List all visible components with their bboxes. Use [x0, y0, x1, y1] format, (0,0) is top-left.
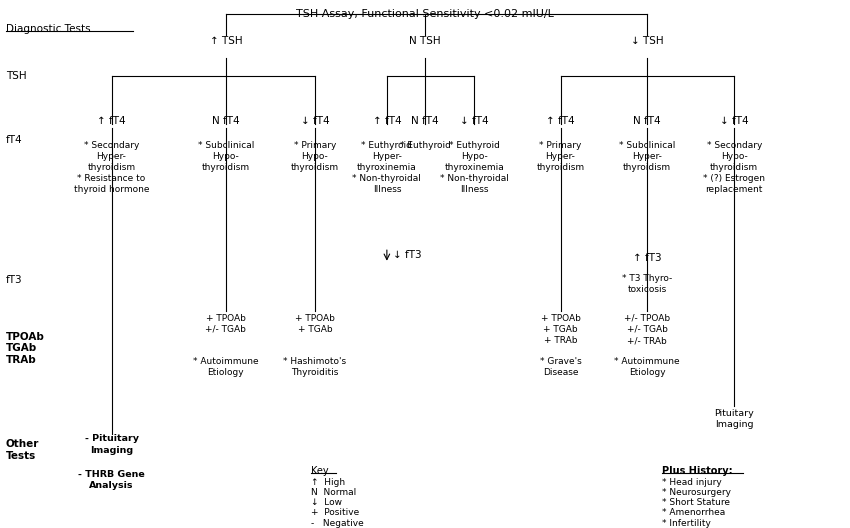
- Text: ↑ fT4: ↑ fT4: [547, 116, 575, 126]
- Text: ↓ fT4: ↓ fT4: [720, 116, 749, 126]
- Text: * Head injury: * Head injury: [662, 478, 722, 487]
- Text: * Hashimoto's
Thyroiditis: * Hashimoto's Thyroiditis: [283, 357, 347, 378]
- Text: ↑ TSH: ↑ TSH: [210, 36, 242, 46]
- Text: Diagnostic Tests: Diagnostic Tests: [6, 24, 90, 34]
- Text: * Subclinical
Hyper-
thyroidism: * Subclinical Hyper- thyroidism: [619, 140, 675, 172]
- Text: -   Negative: - Negative: [310, 518, 363, 527]
- Text: * Short Stature: * Short Stature: [662, 498, 730, 507]
- Text: * Secondary
Hyper-
thyroidism
* Resistance to
thyroid hormone: * Secondary Hyper- thyroidism * Resistan…: [74, 140, 150, 194]
- Text: Pituitary
Imaging: Pituitary Imaging: [714, 409, 754, 429]
- Text: fT4: fT4: [6, 135, 22, 145]
- Text: * Secondary
Hypo-
thyroidism
* (?) Estrogen
replacement: * Secondary Hypo- thyroidism * (?) Estro…: [703, 140, 765, 194]
- Text: * Autoimmune
Etiology: * Autoimmune Etiology: [615, 357, 680, 378]
- Text: + TPOAb
+/- TGAb: + TPOAb +/- TGAb: [206, 314, 246, 334]
- Text: Other
Tests: Other Tests: [6, 439, 39, 461]
- Text: * Infertility: * Infertility: [662, 518, 711, 527]
- Text: * Autoimmune
Etiology: * Autoimmune Etiology: [193, 357, 258, 378]
- Text: Plus History:: Plus History:: [662, 466, 733, 476]
- Text: ↑  High: ↑ High: [310, 478, 345, 487]
- Text: * Neurosurgery: * Neurosurgery: [662, 488, 731, 497]
- Text: TPOAb
TGAb
TRAb: TPOAb TGAb TRAb: [6, 332, 44, 365]
- Text: N fT4: N fT4: [633, 116, 660, 126]
- Text: * Amenorrhea: * Amenorrhea: [662, 508, 725, 517]
- Text: ↓ TSH: ↓ TSH: [631, 36, 663, 46]
- Text: ↓ fT3: ↓ fT3: [393, 250, 422, 260]
- Text: - Pituitary
Imaging

- THRB Gene
Analysis: - Pituitary Imaging - THRB Gene Analysis: [78, 434, 144, 491]
- Text: * Primary
Hypo-
thyroidism: * Primary Hypo- thyroidism: [291, 140, 339, 172]
- Text: ↓ fT4: ↓ fT4: [460, 116, 489, 126]
- Text: Key: Key: [310, 466, 328, 476]
- Text: +  Positive: + Positive: [310, 508, 359, 517]
- Text: fT3: fT3: [6, 276, 22, 286]
- Text: * Primary
Hyper-
thyroidism: * Primary Hyper- thyroidism: [536, 140, 585, 172]
- Text: ↑ fT4: ↑ fT4: [97, 116, 126, 126]
- Text: TSH Assay, Functional Sensitivity <0.02 mIU/L: TSH Assay, Functional Sensitivity <0.02 …: [296, 9, 554, 19]
- Text: * Euthyroid
Hyper-
thyroxinemia
* Non-thyroidal
Illness: * Euthyroid Hyper- thyroxinemia * Non-th…: [353, 140, 422, 194]
- Text: +/- TPOAb
+/- TGAb
+/- TRAb: +/- TPOAb +/- TGAb +/- TRAb: [624, 314, 670, 345]
- Text: N fT4: N fT4: [212, 116, 240, 126]
- Text: * T3 Thyro-
toxicosis: * T3 Thyro- toxicosis: [622, 274, 672, 294]
- Text: ↑ fT3: ↑ fT3: [632, 252, 661, 262]
- Text: * Subclinical
Hypo-
thyroidism: * Subclinical Hypo- thyroidism: [198, 140, 254, 172]
- Text: N fT4: N fT4: [411, 116, 439, 126]
- Text: N  Normal: N Normal: [310, 488, 356, 497]
- Text: + TPOAb
+ TGAb: + TPOAb + TGAb: [295, 314, 335, 334]
- Text: ↓  Low: ↓ Low: [310, 498, 342, 507]
- Text: N TSH: N TSH: [409, 36, 441, 46]
- Text: + TPOAb
+ TGAb
+ TRAb: + TPOAb + TGAb + TRAb: [541, 314, 581, 345]
- Text: * Grave's
Disease: * Grave's Disease: [540, 357, 581, 378]
- Text: TSH: TSH: [6, 71, 26, 81]
- Text: * Euthyroid: * Euthyroid: [400, 140, 451, 150]
- Text: ↑ fT4: ↑ fT4: [372, 116, 401, 126]
- Text: * Euthyroid
Hypo-
thyroxinemia
* Non-thyroidal
Illness: * Euthyroid Hypo- thyroxinemia * Non-thy…: [439, 140, 508, 194]
- Text: ↓ fT4: ↓ fT4: [301, 116, 329, 126]
